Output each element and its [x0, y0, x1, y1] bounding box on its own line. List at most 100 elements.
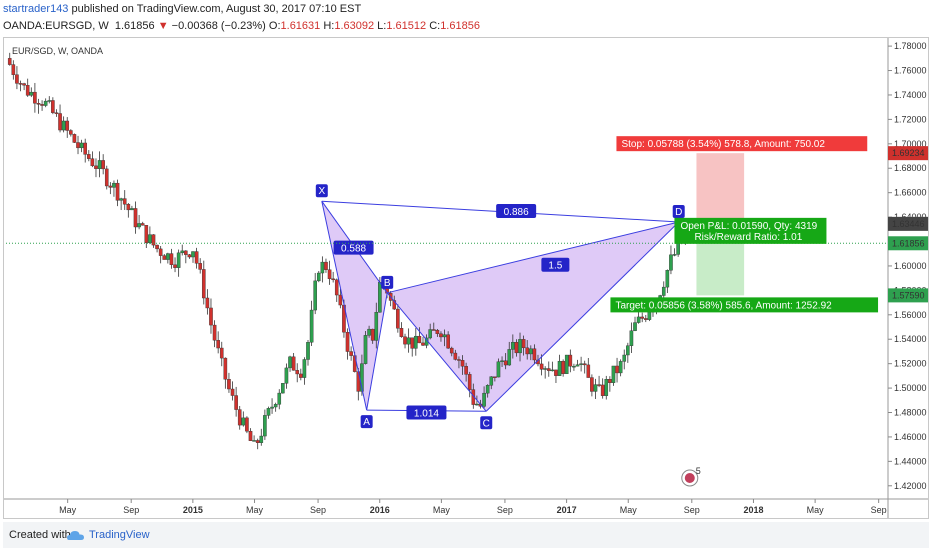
- candle-body: [29, 91, 34, 96]
- high-value: 1.63092: [334, 20, 375, 32]
- candle-body: [101, 160, 105, 170]
- candle-body: [140, 223, 145, 226]
- price-chart[interactable]: 1.78000 1.76000 1.74000 1.72000 1.70000 1.680…: [4, 38, 928, 518]
- chart-panel[interactable]: 1.78000 1.76000 1.74000 1.72000 1.70000 1.680…: [3, 37, 929, 519]
- tradingview-link[interactable]: TradingView: [89, 529, 150, 541]
- candle-body: [579, 363, 583, 365]
- candle-body: [18, 83, 23, 85]
- candle-body: [406, 337, 411, 345]
- price-tick-label: 1.70000: [894, 139, 927, 149]
- candle-body: [187, 254, 192, 258]
- candle-body: [324, 261, 328, 270]
- candle-body: [643, 318, 648, 320]
- candle-body: [475, 403, 479, 406]
- candle-body: [104, 168, 109, 187]
- candle-body: [115, 182, 120, 201]
- candle-body: [410, 337, 415, 349]
- candle-body: [582, 363, 587, 366]
- pattern-point-box: [381, 275, 394, 289]
- stop-label-box: [616, 136, 868, 152]
- pattern-point-box: [360, 415, 373, 429]
- candle-body: [144, 225, 149, 243]
- candle-body: [661, 286, 666, 296]
- stop-label: Stop: 0.05788 (3.54%) 578.8, Amount: 750…: [621, 139, 825, 150]
- candle-body: [7, 58, 12, 65]
- candle-body: [489, 376, 494, 386]
- candle-body: [431, 329, 436, 331]
- event-count: 5: [696, 466, 701, 476]
- ratio-label-box: [496, 203, 537, 218]
- candle-body: [137, 223, 141, 228]
- candle-body: [518, 339, 522, 354]
- pattern-point-label: C: [483, 418, 490, 429]
- candle-body: [259, 435, 264, 443]
- candle-body: [309, 309, 314, 343]
- candle-body: [572, 365, 576, 368]
- candle-body: [629, 330, 634, 346]
- candle-body: [561, 360, 565, 374]
- candle-body: [457, 359, 461, 361]
- candle-body: [593, 384, 598, 392]
- candle-body: [291, 356, 296, 371]
- author-link[interactable]: startrader143: [3, 3, 69, 15]
- price-tick-label: 1.78000: [894, 41, 927, 51]
- candle-body: [435, 329, 440, 334]
- candle-body: [360, 363, 364, 392]
- candle-body: [493, 376, 497, 378]
- pattern-point-box: [480, 416, 493, 430]
- candle-body: [97, 160, 102, 169]
- created-with-text: Created with: [9, 529, 71, 541]
- candle-body: [223, 357, 228, 380]
- candle-body: [112, 182, 116, 188]
- candle-body: [665, 270, 670, 288]
- pattern-leg: [386, 292, 487, 412]
- candle-body: [611, 365, 616, 383]
- candle-body: [597, 384, 601, 386]
- candle-body: [334, 279, 339, 296]
- time-tick-label: 2015: [183, 505, 203, 515]
- pattern-point-label: D: [675, 207, 682, 218]
- price-tick-label: 1.54000: [894, 334, 927, 344]
- candle-body: [421, 342, 425, 346]
- candle-body: [252, 440, 256, 442]
- candle-body: [521, 339, 526, 349]
- candle-body: [166, 253, 170, 260]
- candle-body: [669, 254, 673, 271]
- candle-body: [327, 269, 332, 280]
- candle-body: [507, 349, 512, 366]
- candle-body: [266, 408, 271, 416]
- candle-body: [173, 264, 177, 268]
- candle-body: [169, 253, 174, 265]
- price-tick-label: 1.74000: [894, 90, 927, 100]
- candle-body: [237, 409, 242, 426]
- candle-body: [201, 269, 206, 299]
- time-tick-label: Sep: [123, 505, 139, 515]
- candle-body: [69, 130, 73, 135]
- time-tick-label: 2016: [370, 505, 390, 515]
- candle-body: [626, 345, 630, 356]
- candle-body: [672, 254, 677, 256]
- candle-body: [529, 348, 533, 355]
- candle-body: [209, 307, 213, 326]
- last-price: 1.61856: [114, 20, 155, 32]
- candle-body: [122, 198, 127, 205]
- candle-body: [525, 347, 530, 355]
- candle-body: [94, 165, 98, 169]
- candle-body: [155, 244, 159, 250]
- symbol-info-line: OANDA:EURSGD, W 1.61856 ▼ −0.00368 (−0.2…: [3, 20, 480, 32]
- candle-body: [126, 204, 131, 211]
- price-flag-label: 1.61856: [892, 238, 925, 248]
- candle-body: [345, 331, 350, 352]
- price-change: −0.00368 (−0.23%): [171, 20, 266, 32]
- price-tick-label: 1.46000: [894, 432, 927, 442]
- candle-body: [11, 64, 16, 75]
- candle-body: [43, 100, 48, 106]
- time-tick-label: Sep: [497, 505, 513, 515]
- ratio-label: 1.014: [414, 409, 439, 420]
- candle-body: [263, 415, 267, 437]
- price-tick-label: 1.52000: [894, 359, 927, 369]
- candle-body: [79, 142, 84, 149]
- candle-body: [148, 234, 152, 243]
- candle-body: [281, 383, 285, 394]
- candle-body: [320, 261, 325, 274]
